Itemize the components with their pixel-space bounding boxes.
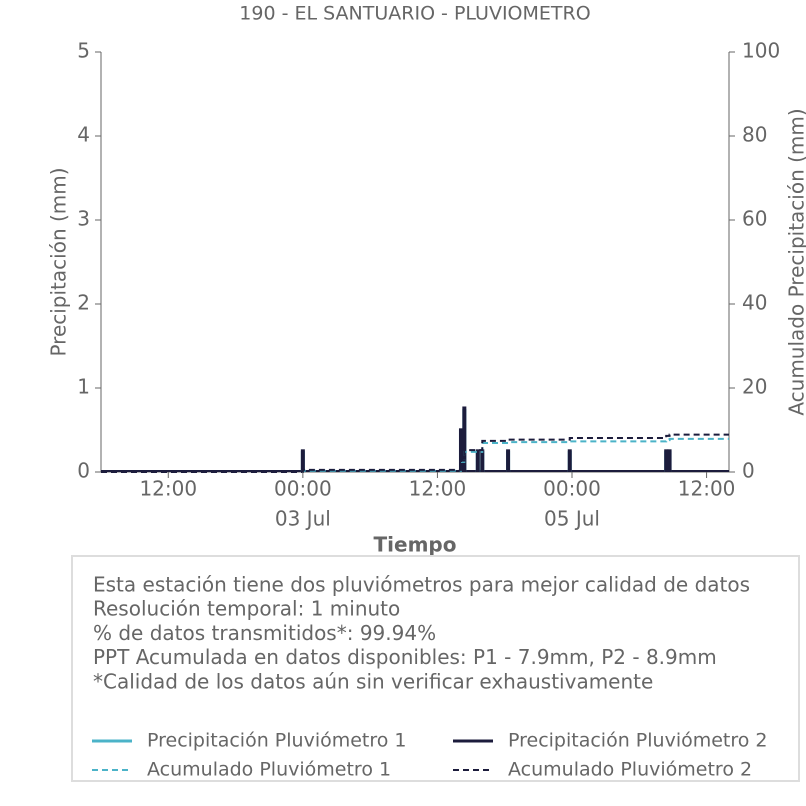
precip-bar bbox=[462, 406, 467, 472]
legend-label: Acumulado Pluviómetro 2 bbox=[508, 759, 752, 781]
precip-bar bbox=[480, 449, 485, 472]
plot-area bbox=[101, 406, 729, 473]
x-tick-label: 12:00 bbox=[678, 477, 736, 501]
info-content: Esta estación tiene dos pluviómetros par… bbox=[92, 573, 768, 781]
y-tick-label: 0 bbox=[77, 459, 90, 483]
info-box bbox=[71, 555, 800, 782]
legend-label: Acumulado Pluviómetro 1 bbox=[147, 759, 391, 781]
x-date-label: 03 Jul bbox=[275, 507, 331, 531]
precip-bar bbox=[475, 449, 480, 472]
info-line: % de datos transmitidos*: 99.94% bbox=[93, 621, 436, 645]
y-tick-label: 4 bbox=[77, 123, 90, 147]
precip-bar bbox=[567, 449, 572, 472]
y-axis-label: Precipitación (mm) bbox=[47, 167, 71, 356]
y2-tick-label: 100 bbox=[742, 39, 780, 63]
x-tick-label: 00:00 bbox=[274, 477, 332, 501]
x-tick-label: 00:00 bbox=[543, 477, 601, 501]
y-tick-label: 2 bbox=[77, 291, 90, 315]
x-tick-label: 12:00 bbox=[139, 477, 197, 501]
y2-tick-label: 80 bbox=[742, 123, 767, 147]
info-line: *Calidad de los datos aún sin verificar … bbox=[93, 669, 653, 693]
precip-bar bbox=[664, 449, 669, 472]
precip-bar bbox=[300, 449, 305, 472]
x-axis-label: Tiempo bbox=[374, 533, 457, 557]
y2-axis-label: Acumulado Precipitación (mm) bbox=[785, 108, 806, 415]
precip-bar bbox=[667, 449, 672, 472]
precip-bar bbox=[458, 428, 463, 472]
info-line: Esta estación tiene dos pluviómetros par… bbox=[93, 573, 750, 597]
legend-label: Precipitación Pluviómetro 2 bbox=[508, 730, 768, 752]
y-tick-label: 3 bbox=[77, 207, 90, 231]
accumulated-line bbox=[101, 437, 729, 473]
info-line: Resolución temporal: 1 minuto bbox=[93, 597, 400, 621]
info-line: PPT Acumulada en datos disponibles: P1 -… bbox=[93, 645, 717, 669]
x-tick-label: 12:00 bbox=[409, 477, 467, 501]
y2-tick-label: 40 bbox=[742, 291, 767, 315]
chart-title: 190 - EL SANTUARIO - PLUVIOMETRO bbox=[239, 3, 590, 25]
y-tick-label: 5 bbox=[77, 39, 90, 63]
y2-tick-label: 20 bbox=[742, 375, 767, 399]
y2-tick-label: 60 bbox=[742, 207, 767, 231]
accumulated-line bbox=[101, 433, 729, 473]
x-date-label: 05 Jul bbox=[544, 507, 600, 531]
y2-tick-label: 0 bbox=[742, 459, 755, 483]
y-tick-label: 1 bbox=[77, 375, 90, 399]
legend-label: Precipitación Pluviómetro 1 bbox=[147, 730, 407, 752]
precip-bar bbox=[506, 449, 511, 472]
